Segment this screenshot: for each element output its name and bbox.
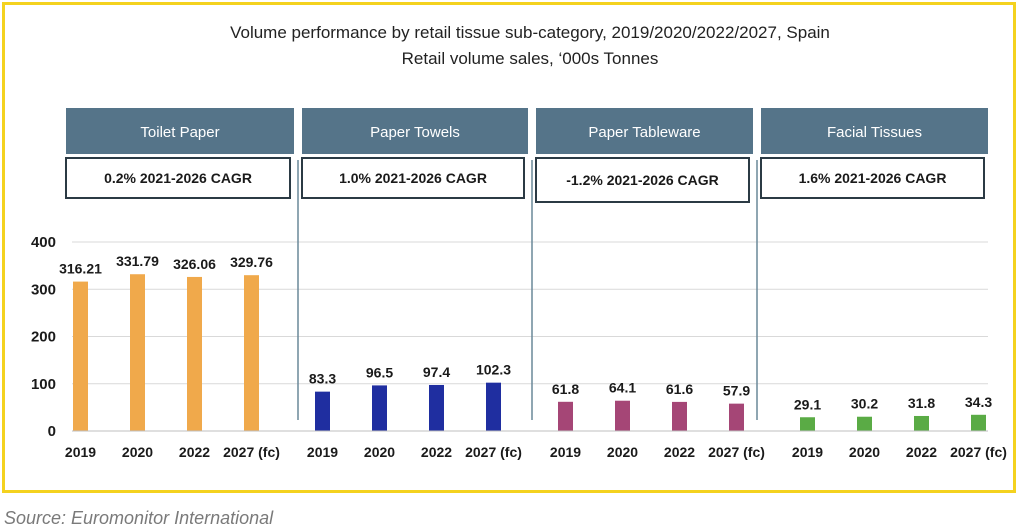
panel-header — [302, 108, 528, 154]
cagr-box — [535, 157, 750, 203]
panel-header-label: Paper Tableware — [588, 124, 700, 141]
cagr-box — [65, 157, 291, 199]
bar — [729, 403, 744, 431]
bar — [914, 415, 929, 431]
x-tick-label: 2019 — [307, 444, 338, 460]
data-label: 29.1 — [794, 396, 821, 412]
panel-header — [761, 108, 988, 154]
x-tick-label: 2020 — [122, 444, 153, 460]
cagr-box — [760, 157, 985, 199]
bar — [800, 417, 815, 431]
x-tick-label: 2019 — [65, 444, 96, 460]
data-label: 326.06 — [173, 256, 216, 272]
y-tick-label: 0 — [48, 423, 56, 440]
x-tick-label: 2019 — [550, 444, 581, 460]
bar — [73, 281, 88, 431]
cagr-label: -1.2% 2021-2026 CAGR — [566, 172, 719, 188]
panel-header-label: Paper Towels — [370, 124, 460, 141]
y-tick-label: 100 — [31, 376, 56, 393]
panel-header-label: Toilet Paper — [140, 124, 219, 141]
data-label: 31.8 — [908, 395, 935, 411]
cagr-label: 0.2% 2021-2026 CAGR — [104, 170, 252, 186]
data-label: 30.2 — [851, 396, 878, 412]
data-label: 96.5 — [366, 364, 393, 380]
bar — [672, 401, 687, 431]
bar — [971, 414, 986, 431]
bar — [315, 391, 330, 431]
x-tick-label: 2022 — [906, 444, 937, 460]
data-label: 97.4 — [423, 364, 450, 380]
bar — [486, 382, 501, 431]
x-tick-label: 2022 — [179, 444, 210, 460]
bar — [429, 384, 444, 431]
x-tick-label: 2022 — [421, 444, 452, 460]
bar — [615, 400, 630, 431]
panel-header — [536, 108, 753, 154]
bar — [558, 401, 573, 431]
bar — [244, 275, 259, 431]
data-label: 329.76 — [230, 254, 273, 270]
x-tick-label: 2027 (fc) — [708, 444, 765, 460]
data-label: 102.3 — [476, 362, 511, 378]
chart-subtitle: Retail volume sales, ‘000s Tonnes — [402, 49, 659, 68]
y-tick-label: 200 — [31, 329, 56, 346]
data-label: 316.21 — [59, 261, 102, 277]
bar — [857, 416, 872, 431]
y-tick-label: 300 — [31, 281, 56, 298]
bar-chart: Volume performance by retail tissue sub-… — [31, 23, 1007, 460]
data-label: 83.3 — [309, 371, 336, 387]
chart-frame — [2, 2, 1016, 493]
data-label: 61.8 — [552, 381, 579, 397]
cagr-label: 1.0% 2021-2026 CAGR — [339, 170, 487, 186]
data-label: 57.9 — [723, 383, 750, 399]
x-tick-label: 2019 — [792, 444, 823, 460]
bar — [187, 276, 202, 431]
cagr-label: 1.6% 2021-2026 CAGR — [799, 170, 947, 186]
x-tick-label: 2020 — [607, 444, 638, 460]
cagr-box — [301, 157, 525, 199]
x-tick-label: 2027 (fc) — [465, 444, 522, 460]
panel-header-label: Facial Tissues — [827, 124, 922, 141]
data-label: 34.3 — [965, 394, 992, 410]
x-tick-label: 2020 — [364, 444, 395, 460]
panel-header — [66, 108, 294, 154]
x-tick-label: 2027 (fc) — [223, 444, 280, 460]
source-note: Source: Euromonitor International — [4, 508, 274, 528]
data-label: 61.6 — [666, 381, 693, 397]
x-tick-label: 2020 — [849, 444, 880, 460]
data-label: 331.79 — [116, 253, 159, 269]
bar — [130, 274, 145, 431]
y-tick-label: 400 — [31, 234, 56, 251]
bar — [372, 385, 387, 431]
chart-title: Volume performance by retail tissue sub-… — [230, 23, 830, 42]
data-label: 64.1 — [609, 380, 636, 396]
x-tick-label: 2027 (fc) — [950, 444, 1007, 460]
x-tick-label: 2022 — [664, 444, 695, 460]
